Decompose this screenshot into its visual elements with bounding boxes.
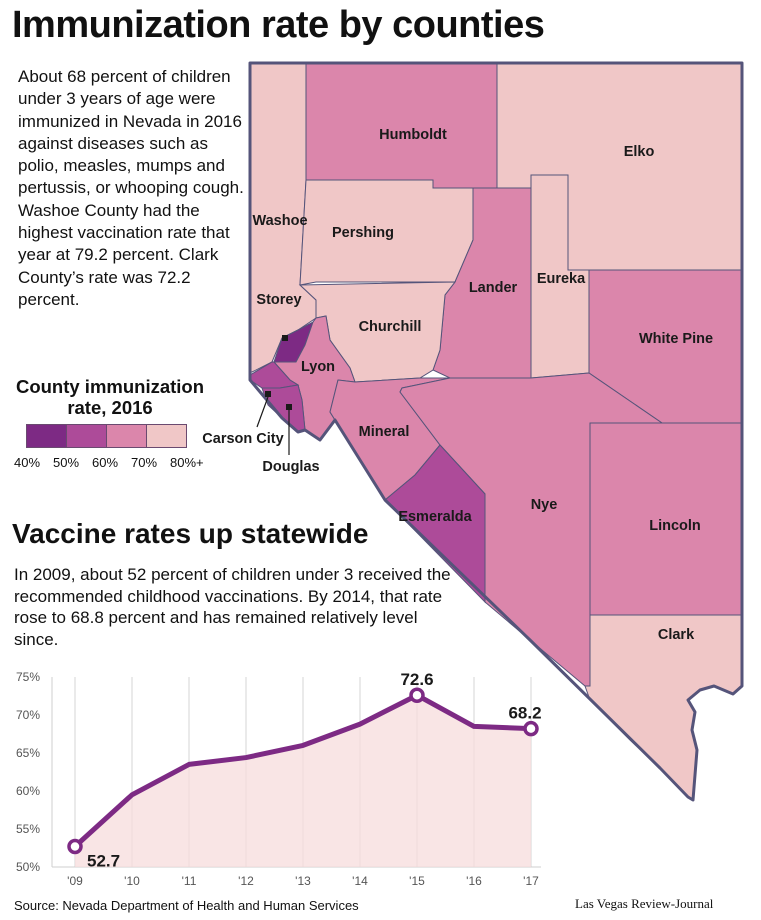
- intro-text: About 68 percent of children under 3 yea…: [18, 67, 244, 309]
- data-point: [409, 687, 425, 703]
- county-esmeralda[interactable]: [384, 444, 486, 604]
- y-tick-label: 70%: [16, 708, 40, 722]
- y-tick-label: 65%: [16, 746, 40, 760]
- x-tick-label: '11: [182, 874, 197, 888]
- x-tick-label: '13: [295, 874, 311, 888]
- county-label: Lander: [469, 280, 518, 296]
- county-label: Eureka: [537, 271, 586, 287]
- county-label: Lyon: [301, 359, 335, 375]
- county-label: Washoe: [252, 213, 307, 229]
- storey-marker: [282, 335, 288, 341]
- county-label: White Pine: [639, 331, 713, 347]
- data-label: 72.6: [400, 670, 433, 689]
- y-tick-label: 75%: [16, 670, 40, 684]
- legend-tick: 50%: [53, 455, 80, 470]
- data-point: [67, 838, 83, 855]
- county-label: Nye: [531, 497, 558, 513]
- data-point: [523, 720, 539, 737]
- x-tick-label: '09: [67, 874, 83, 888]
- county-label: Lincoln: [649, 518, 701, 534]
- y-tick-label: 55%: [16, 822, 40, 836]
- vaccine-rate-chart: 50% 55% 60% 65% 70% 75% '09 '10 '11 '12 '13 '14 '15…: [16, 670, 542, 888]
- county-label: Elko: [624, 144, 655, 160]
- publisher-credit: Las Vegas Review-Journal: [575, 896, 714, 911]
- y-tick-label: 60%: [16, 784, 40, 798]
- legend-ticks: 40% 50% 60% 70% 80%+: [14, 455, 224, 473]
- state-outline: [248, 61, 744, 802]
- legend-swatch: [27, 425, 67, 447]
- source-note: Source: Nevada Department of Health and …: [14, 898, 359, 913]
- county-label: Esmeralda: [398, 509, 472, 525]
- county-label: Churchill: [359, 319, 422, 335]
- legend-swatch: [107, 425, 147, 447]
- data-label: 52.7: [87, 851, 120, 870]
- chart-area: [75, 695, 531, 867]
- legend-tick: 70%: [131, 455, 158, 470]
- county-label: Humboldt: [379, 127, 447, 143]
- carson-city-marker: [265, 391, 271, 397]
- x-tick-label: '14: [352, 874, 368, 888]
- x-tick-label: '16: [466, 874, 482, 888]
- county-label: Clark: [658, 627, 695, 643]
- legend-tick: 60%: [92, 455, 119, 470]
- chart-title: Vaccine rates up statewide: [12, 518, 369, 549]
- x-tick-label: '17: [523, 874, 539, 888]
- chart-line: [73, 692, 532, 849]
- y-tick-label: 50%: [16, 860, 40, 874]
- legend-title: County immunization rate, 2016: [15, 376, 205, 418]
- chart-description: In 2009, about 52 percent of children un…: [14, 565, 451, 649]
- county-label: Carson City: [202, 431, 283, 447]
- county-label: Storey: [256, 292, 301, 308]
- data-label: 68.2: [508, 704, 541, 723]
- x-tick-label: '15: [409, 874, 425, 888]
- legend-swatch: [147, 425, 186, 447]
- page-title: Immunization rate by counties: [12, 4, 545, 46]
- legend-swatch: [67, 425, 107, 447]
- county-humboldt[interactable]: [305, 62, 498, 189]
- carson-city-leader: [256, 396, 269, 428]
- county-label: Mineral: [359, 424, 410, 440]
- legend-tick: 80%+: [170, 455, 204, 470]
- county-label: Douglas: [262, 459, 319, 475]
- legend-tick: 40%: [14, 455, 41, 470]
- x-tick-label: '10: [124, 874, 140, 888]
- county-washoe[interactable]: [249, 62, 317, 373]
- county-label: Pershing: [332, 225, 394, 241]
- x-tick-label: '12: [238, 874, 254, 888]
- douglas-marker: [286, 404, 292, 410]
- legend-swatches: [26, 424, 187, 448]
